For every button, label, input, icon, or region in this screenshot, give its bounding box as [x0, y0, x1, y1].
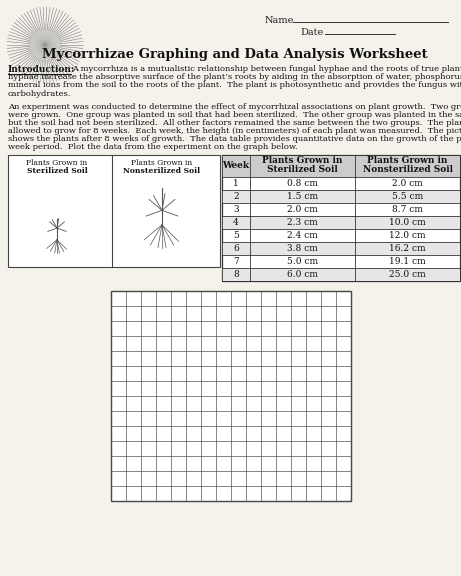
- Text: 1: 1: [233, 179, 239, 188]
- Text: Nonsterilized Soil: Nonsterilized Soil: [124, 167, 201, 175]
- Text: 6.0 cm: 6.0 cm: [287, 270, 318, 279]
- Text: shows the plants after 8 weeks of growth.  The data table provides quantitative : shows the plants after 8 weeks of growth…: [8, 135, 461, 143]
- Bar: [222, 268, 460, 281]
- Text: 8: 8: [233, 270, 239, 279]
- Text: 2: 2: [233, 192, 239, 201]
- Text: Week: Week: [223, 161, 249, 170]
- Text: 7: 7: [233, 257, 239, 266]
- Bar: [222, 216, 460, 229]
- Text: Plants Grown in: Plants Grown in: [262, 156, 343, 165]
- Text: Nonsterilized Soil: Nonsterilized Soil: [362, 165, 453, 175]
- Text: 2.0 cm: 2.0 cm: [392, 179, 423, 188]
- Text: Name: Name: [265, 16, 295, 25]
- Text: 3: 3: [233, 205, 239, 214]
- Text: 1.5 cm: 1.5 cm: [287, 192, 318, 201]
- Text: Date: Date: [300, 28, 323, 37]
- Text: Sterilized Soil: Sterilized Soil: [267, 165, 338, 175]
- Text: were grown.  One group was planted in soil that had been sterilized.  The other : were grown. One group was planted in soi…: [8, 111, 461, 119]
- Text: Sterilized Soil: Sterilized Soil: [27, 167, 88, 175]
- Bar: [222, 155, 460, 177]
- Bar: [222, 242, 460, 255]
- Bar: [111, 291, 350, 501]
- Text: 6: 6: [233, 244, 239, 253]
- Bar: [222, 155, 460, 281]
- Text: 16.2 cm: 16.2 cm: [389, 244, 426, 253]
- Text: week period.  Plot the data from the experiment on the graph below.: week period. Plot the data from the expe…: [8, 143, 298, 151]
- Text: A mycorrhiza is a mutualistic relationship between fungal hyphae and the roots o: A mycorrhiza is a mutualistic relationsh…: [72, 65, 461, 73]
- Text: Mycorrhizae Graphing and Data Analysis Worksheet: Mycorrhizae Graphing and Data Analysis W…: [42, 48, 428, 61]
- Bar: [8, 155, 220, 267]
- Text: Plants Grown in: Plants Grown in: [367, 156, 448, 165]
- Text: 19.1 cm: 19.1 cm: [389, 257, 426, 266]
- Text: allowed to grow for 8 weeks.  Each week, the height (in centimeters) of each pla: allowed to grow for 8 weeks. Each week, …: [8, 127, 461, 135]
- Text: 5: 5: [233, 231, 239, 240]
- Text: Plants Grown in: Plants Grown in: [131, 159, 193, 167]
- Bar: [222, 190, 460, 203]
- Text: 4: 4: [233, 218, 239, 227]
- Text: 8.7 cm: 8.7 cm: [392, 205, 423, 214]
- Text: 2.4 cm: 2.4 cm: [287, 231, 318, 240]
- Text: 5.0 cm: 5.0 cm: [287, 257, 318, 266]
- Text: 3.8 cm: 3.8 cm: [287, 244, 318, 253]
- Text: 0.8 cm: 0.8 cm: [287, 179, 318, 188]
- Text: carbohydrates.: carbohydrates.: [8, 90, 71, 97]
- Text: 2.3 cm: 2.3 cm: [287, 218, 318, 227]
- Text: Plants Grown in: Plants Grown in: [26, 159, 88, 167]
- Circle shape: [29, 29, 61, 61]
- Text: 12.0 cm: 12.0 cm: [389, 231, 426, 240]
- Text: hyphae increase the absorptive surface of the plant’s roots by aiding in the abs: hyphae increase the absorptive surface o…: [8, 73, 461, 81]
- Text: but the soil had not been sterilized.  All other factors remained the same betwe: but the soil had not been sterilized. Al…: [8, 119, 461, 127]
- Text: 5.5 cm: 5.5 cm: [392, 192, 423, 201]
- Text: 2.0 cm: 2.0 cm: [287, 205, 318, 214]
- Text: Introduction:: Introduction:: [8, 65, 76, 74]
- Text: 25.0 cm: 25.0 cm: [389, 270, 426, 279]
- Text: 10.0 cm: 10.0 cm: [389, 218, 426, 227]
- Text: An experiment was conducted to determine the effect of mycorrhizal associations : An experiment was conducted to determine…: [8, 103, 461, 111]
- Text: mineral ions from the soil to the roots of the plant.  The plant is photosynthet: mineral ions from the soil to the roots …: [8, 81, 461, 89]
